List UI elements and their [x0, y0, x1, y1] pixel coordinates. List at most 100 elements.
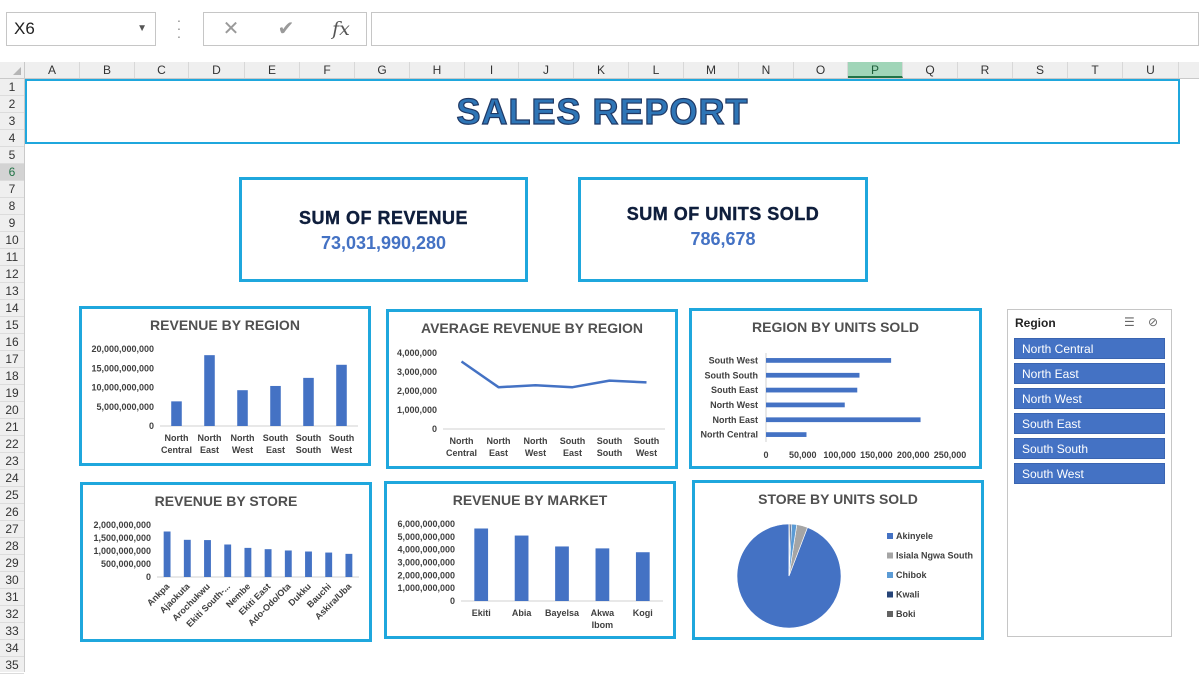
x-icon: ✕	[222, 18, 240, 40]
bar	[237, 390, 248, 426]
row-header-33[interactable]: 33	[0, 623, 24, 640]
slicer-item-south-east[interactable]: South East	[1014, 413, 1165, 434]
chart-title: STORE BY UNITS SOLD	[758, 491, 918, 507]
slicer-item-north-east[interactable]: North East	[1014, 363, 1165, 384]
bar	[264, 549, 272, 577]
column-header-d[interactable]: D	[189, 62, 245, 78]
row-header-1[interactable]: 1	[0, 79, 24, 96]
y-tick-label: North East	[712, 415, 758, 425]
slicer-item-north-west[interactable]: North West	[1014, 388, 1165, 409]
row-header-12[interactable]: 12	[0, 266, 24, 283]
row-header-26[interactable]: 26	[0, 504, 24, 521]
row-header-21[interactable]: 21	[0, 419, 24, 436]
y-tick-label: 5,000,000,000	[96, 402, 154, 412]
name-box[interactable]: X6 ▼	[6, 12, 156, 46]
row-header-5[interactable]: 5	[0, 147, 24, 164]
bar	[171, 401, 182, 426]
slicer-item-north-central[interactable]: North Central	[1014, 338, 1165, 359]
formula-buttons: ✕ ✔ fx	[203, 12, 367, 46]
row-header-23[interactable]: 23	[0, 453, 24, 470]
row-header-14[interactable]: 14	[0, 300, 24, 317]
chart-title: REVENUE BY REGION	[150, 317, 300, 333]
column-header-s[interactable]: S	[1013, 62, 1068, 78]
column-header-l[interactable]: L	[629, 62, 684, 78]
column-header-f[interactable]: F	[300, 62, 355, 78]
y-tick-label: 5,000,000,000	[397, 532, 455, 542]
row-header-6[interactable]: 6	[0, 164, 24, 181]
y-tick-label: 1,500,000,000	[93, 533, 151, 543]
row-header-11[interactable]: 11	[0, 249, 24, 266]
avg-revenue-by-region-chart[interactable]: AVERAGE REVENUE BY REGION 0 1,000,000 2,00…	[386, 309, 678, 469]
row-header-15[interactable]: 15	[0, 317, 24, 334]
x-tick-label: Abia	[512, 608, 532, 618]
row-header-13[interactable]: 13	[0, 283, 24, 300]
row-header-17[interactable]: 17	[0, 351, 24, 368]
row-header-3[interactable]: 3	[0, 113, 24, 130]
column-header-q[interactable]: Q	[903, 62, 958, 78]
select-all-corner[interactable]	[0, 62, 25, 78]
row-header-25[interactable]: 25	[0, 487, 24, 504]
revenue-by-market-chart[interactable]: REVENUE BY MARKET 0 1,000,000,000 2,000,00…	[384, 481, 676, 639]
revenue-by-region-chart[interactable]: REVENUE BY REGION 0 5,000,000,000 10,000,0…	[79, 306, 371, 466]
column-header-p[interactable]: P	[848, 62, 903, 78]
vertical-dots-icon: · · ·	[176, 12, 182, 44]
revenue-kpi-label: SUM OF REVENUE	[298, 208, 469, 228]
column-header-h[interactable]: H	[410, 62, 465, 78]
name-box-value: X6	[14, 19, 35, 38]
row-header-35[interactable]: 35	[0, 657, 24, 674]
y-tick-label: 0	[149, 421, 154, 431]
formula-bar-area: X6 ▼ · · · ✕ ✔ fx	[0, 0, 1199, 62]
row-header-27[interactable]: 27	[0, 521, 24, 538]
region-by-units-sold-chart[interactable]: REGION BY UNITS SOLD South West South Sou…	[689, 308, 982, 469]
row-header-28[interactable]: 28	[0, 538, 24, 555]
column-header-n[interactable]: N	[739, 62, 794, 78]
row-header-8[interactable]: 8	[0, 198, 24, 215]
insert-function-button[interactable]: fx	[314, 13, 368, 45]
column-header-i[interactable]: I	[465, 62, 519, 78]
row-header-2[interactable]: 2	[0, 96, 24, 113]
cancel-button[interactable]: ✕	[204, 13, 258, 45]
chevron-down-icon[interactable]: ▼	[137, 23, 147, 34]
column-header-c[interactable]: C	[135, 62, 189, 78]
column-header-j[interactable]: J	[519, 62, 574, 78]
slicer-item-south-west[interactable]: South West	[1014, 463, 1165, 484]
column-header-b[interactable]: B	[80, 62, 135, 78]
multi-select-icon[interactable]: ☰	[1124, 315, 1135, 329]
row-header-31[interactable]: 31	[0, 589, 24, 606]
row-header-30[interactable]: 30	[0, 572, 24, 589]
column-header-o[interactable]: O	[794, 62, 848, 78]
bar	[766, 358, 892, 363]
clear-filter-icon[interactable]: ⊘	[1148, 315, 1159, 329]
row-header-20[interactable]: 20	[0, 402, 24, 419]
column-header-e[interactable]: E	[245, 62, 300, 78]
y-tick-label: 4,000,000,000	[397, 545, 455, 555]
column-header-m[interactable]: M	[684, 62, 739, 78]
x-tick-label: 250,000	[934, 450, 967, 460]
column-header-r[interactable]: R	[958, 62, 1013, 78]
row-header-24[interactable]: 24	[0, 470, 24, 487]
row-header-19[interactable]: 19	[0, 385, 24, 402]
bar	[766, 417, 921, 423]
legend-swatch	[887, 591, 893, 598]
store-by-units-sold-chart[interactable]: STORE BY UNITS SOLD Akinyele Isiala Ngwa …	[692, 480, 984, 640]
row-header-18[interactable]: 18	[0, 368, 24, 385]
row-header-4[interactable]: 4	[0, 130, 24, 147]
row-header-16[interactable]: 16	[0, 334, 24, 351]
pie-slice	[788, 523, 791, 577]
enter-button[interactable]: ✔	[259, 13, 313, 45]
row-header-34[interactable]: 34	[0, 640, 24, 657]
row-header-10[interactable]: 10	[0, 232, 24, 249]
formula-input[interactable]	[371, 12, 1199, 46]
column-header-k[interactable]: K	[574, 62, 629, 78]
slicer-item-south-south[interactable]: South South	[1014, 438, 1165, 459]
row-header-29[interactable]: 29	[0, 555, 24, 572]
column-header-t[interactable]: T	[1068, 62, 1123, 78]
column-header-g[interactable]: G	[355, 62, 410, 78]
row-header-22[interactable]: 22	[0, 436, 24, 453]
row-header-9[interactable]: 9	[0, 215, 24, 232]
column-header-u[interactable]: U	[1123, 62, 1179, 78]
revenue-by-store-chart[interactable]: REVENUE BY STORE 0 500,000,000 1,000,000,0…	[80, 482, 372, 642]
row-header-32[interactable]: 32	[0, 606, 24, 623]
row-header-7[interactable]: 7	[0, 181, 24, 198]
column-header-a[interactable]: A	[25, 62, 80, 78]
